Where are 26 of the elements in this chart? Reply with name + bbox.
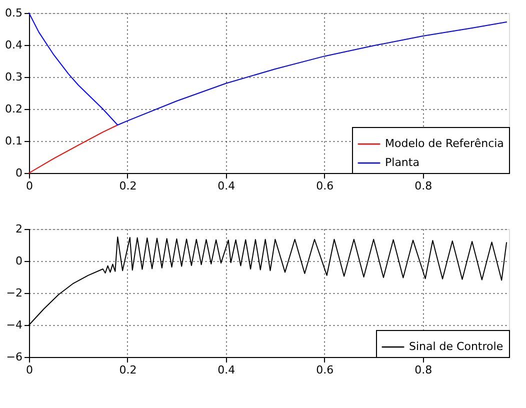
line-series [28, 12, 508, 126]
legend-label: Sinal de Controle [409, 340, 504, 353]
y-tick-label: −2 [6, 286, 22, 300]
x-tick-label: 0.4 [218, 364, 236, 376]
y-tick-label: −4 [6, 318, 22, 332]
x-tick-label: 0.8 [414, 180, 432, 192]
x-tick-label: 0.4 [218, 180, 236, 192]
x-tick-label: 0.6 [316, 364, 334, 376]
x-tick-label: 0.2 [119, 180, 137, 192]
legend-label: Planta [385, 156, 420, 169]
y-tick-label: 0 [16, 166, 22, 180]
x-tick-label: 0 [26, 364, 33, 376]
y-tick-label: 0.2 [5, 102, 22, 116]
line-series [28, 124, 118, 174]
y-tick-label: 2 [16, 222, 22, 236]
y-tick-label: 0 [16, 254, 22, 268]
x-tick-label: 0.8 [414, 364, 432, 376]
y-tick-label: 0.5 [5, 6, 22, 20]
y-tick-label: 0.1 [5, 134, 22, 148]
x-tick-label: 0.2 [119, 364, 137, 376]
y-tick-label: 0.3 [5, 70, 22, 84]
y-tick-label: 0.4 [5, 38, 22, 52]
legend-label: Modelo de Referência [385, 137, 504, 150]
y-tick-label: −6 [6, 350, 22, 364]
x-tick-label: 0.6 [316, 180, 334, 192]
x-tick-label: 0 [26, 180, 33, 192]
